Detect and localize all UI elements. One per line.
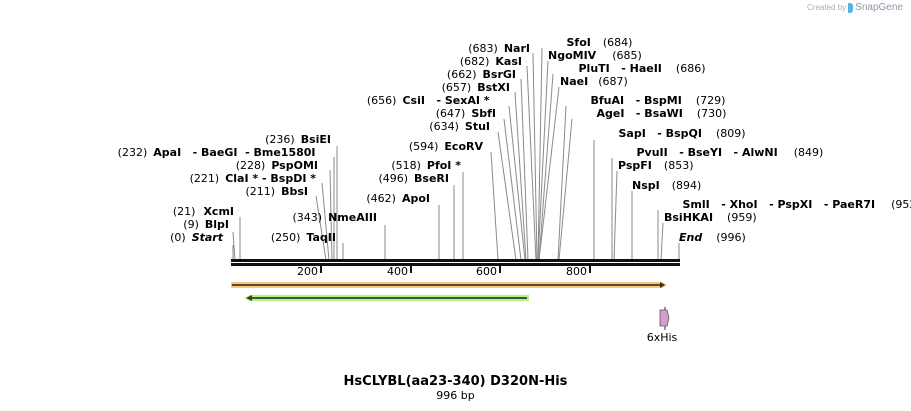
site-bbsi[interactable]: (211) BbsI: [246, 185, 309, 198]
site-pspfi[interactable]: PspFI (853): [618, 159, 694, 172]
construct-title: HsCLYBL(aa23-340) D320N-His: [343, 374, 568, 389]
site-end[interactable]: End (996): [679, 231, 746, 244]
site-kasi[interactable]: (682) KasI: [460, 55, 522, 68]
right-site-labels: SfoI (684) NgoMIV (685) PluTI - HaeII (686)…: [542, 36, 911, 244]
site-pspomi[interactable]: (228) PspOMI: [236, 159, 318, 172]
orf-reverse-arrow[interactable]: [244, 295, 529, 301]
site-bfuai[interactable]: BfuAI - BspMI (729): [566, 94, 743, 107]
site-lines: [232, 47, 680, 261]
ruler-tick-600: 600: [476, 265, 497, 278]
site-bsiei[interactable]: (236) BsiEI: [265, 133, 331, 146]
site-bstxi[interactable]: (657) BstXI: [442, 81, 510, 94]
site-pluti[interactable]: PluTI - HaeII (686): [554, 62, 723, 75]
site-nspi[interactable]: NspI (894): [632, 179, 701, 192]
site-blpi[interactable]: (9) BlpI: [183, 218, 229, 231]
site-bsrgi[interactable]: (662) BsrGI: [447, 68, 516, 81]
site-ngomiv[interactable]: NgoMIV (685): [548, 49, 642, 62]
site-apai[interactable]: (232) ApaI - BaeGI - Bme1580I: [93, 146, 333, 159]
credit-brand: SnapGene: [855, 2, 903, 13]
site-bseri[interactable]: (496) BseRI: [378, 172, 449, 185]
site-nmeaiii[interactable]: (343) NmeAIII: [292, 211, 377, 224]
site-naei[interactable]: NaeI (687): [560, 75, 628, 88]
snapgene-logo-icon: [848, 2, 854, 13]
backbone-bottom: [231, 263, 680, 266]
6xhis-label: 6xHis: [647, 331, 678, 344]
left-site-labels: (0) Start (9) BlpI (21) XcmI (211) BbsI (221…: [93, 42, 530, 244]
ruler: 200 400 600 800: [297, 265, 591, 278]
site-pvuii[interactable]: PvuII - BseYI - AlwNI (849): [612, 146, 841, 159]
ruler-tick-400: 400: [387, 265, 408, 278]
site-nari[interactable]: (683) NarI: [468, 42, 530, 55]
orf-forward-arrow[interactable]: [231, 282, 667, 288]
6xhis-feature[interactable]: 6xHis: [647, 307, 678, 344]
site-start[interactable]: (0) Start: [170, 231, 224, 244]
site-taqii[interactable]: (250) TaqII: [271, 231, 336, 244]
snapgene-credit: Created by SnapGene: [807, 2, 903, 13]
site-ecorv[interactable]: (594) EcoRV: [409, 140, 484, 153]
site-smli[interactable]: SmlI - XhoI - PspXI - PaeR7I(952): [658, 198, 911, 211]
site-sbfi[interactable]: (647) SbfI: [436, 107, 496, 120]
site-stui[interactable]: (634) StuI: [429, 120, 490, 133]
ruler-tick-200: 200: [297, 265, 318, 278]
ruler-tick-800: 800: [566, 265, 587, 278]
credit-prefix: Created by: [807, 3, 847, 12]
construct-length: 996 bp: [436, 389, 475, 402]
site-bsihkai[interactable]: BsiHKAI (959): [664, 211, 757, 224]
site-agei[interactable]: AgeI - BsaWI (730): [572, 107, 744, 120]
site-apoi[interactable]: (462) ApoI: [366, 192, 430, 205]
backbone-top: [231, 259, 680, 262]
site-clai[interactable]: (221) ClaI * - BspDI *: [190, 172, 317, 185]
site-sapi[interactable]: SapI - BspQI (809): [594, 127, 763, 140]
site-pfoi[interactable]: (518) PfoI *: [391, 159, 461, 172]
site-csii[interactable]: (656) CsiI - SexAI *: [342, 94, 507, 107]
site-sfoi[interactable]: SfoI (684): [542, 36, 650, 49]
site-xcmi[interactable]: (21) XcmI: [173, 205, 234, 218]
